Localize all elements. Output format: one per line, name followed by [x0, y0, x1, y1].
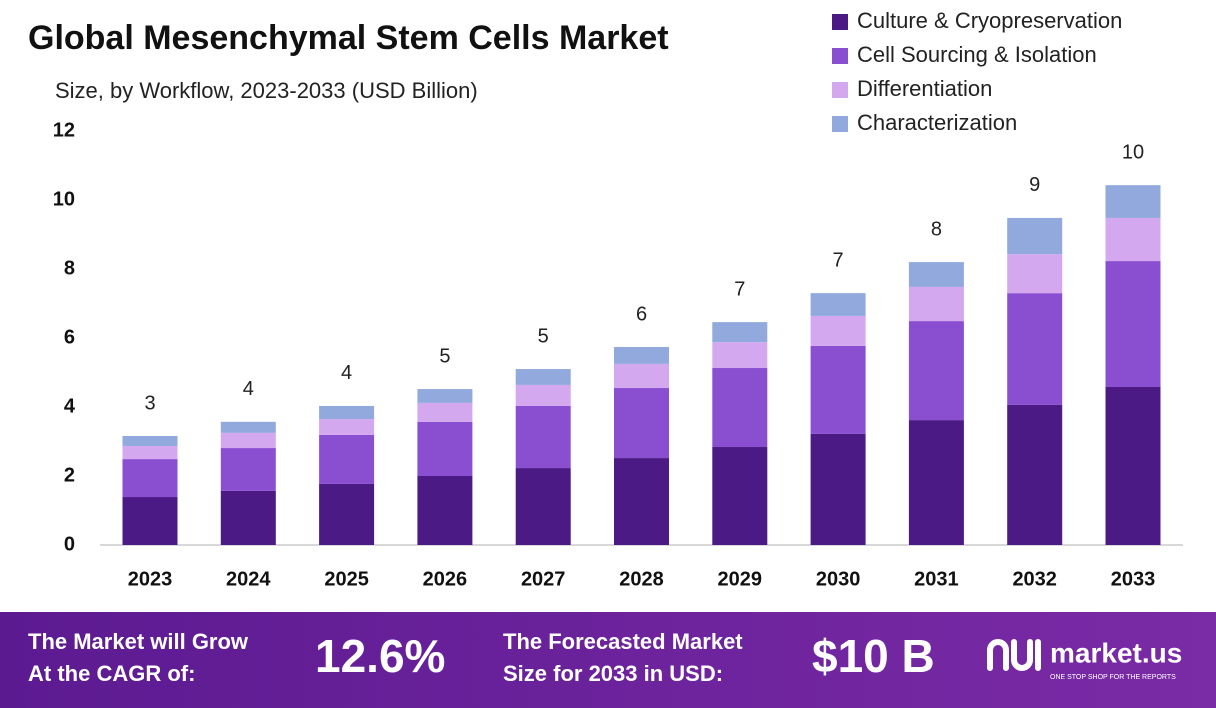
bar-segment — [122, 497, 178, 545]
total-label: 10 — [1122, 141, 1144, 163]
bar-segment — [908, 420, 964, 545]
bar-segment — [1105, 217, 1161, 262]
legend-swatch — [832, 82, 848, 98]
bar-segment — [220, 490, 276, 545]
bar-segment — [417, 421, 473, 476]
bar-segment — [515, 405, 571, 469]
x-tick-label: 2031 — [914, 568, 959, 590]
x-tick-label: 2023 — [128, 568, 173, 590]
bar-segment — [908, 262, 964, 287]
bar-segment — [1007, 293, 1063, 405]
bar-segment — [220, 421, 276, 433]
bar-segment — [614, 458, 669, 545]
cagr-value: 12.6% — [315, 630, 445, 682]
total-label: 4 — [243, 378, 254, 400]
forecast-value: $10 B — [812, 630, 935, 682]
y-tick-label: 6 — [64, 326, 75, 348]
legend-label: Cell Sourcing & Isolation — [857, 42, 1097, 67]
bar-segment — [319, 419, 375, 435]
bar-segment — [908, 286, 964, 322]
chart-title: Global Mesenchymal Stem Cells Market — [28, 19, 669, 57]
bar-segment — [515, 369, 571, 385]
legend-label: Culture & Cryopreservation — [857, 8, 1122, 33]
bar-segment — [319, 483, 375, 545]
total-label: 8 — [931, 218, 942, 240]
bar-segment — [810, 433, 866, 545]
bar-segment — [712, 368, 768, 448]
bar-segment — [712, 322, 768, 343]
bar-segment — [810, 293, 866, 316]
legend-swatch — [832, 48, 848, 64]
x-tick-label: 2033 — [1111, 568, 1156, 590]
brand-logo — [987, 639, 1041, 671]
bar-segment — [810, 315, 866, 346]
y-tick-label: 10 — [53, 188, 75, 210]
y-tick-label: 8 — [64, 257, 75, 279]
bar-segment — [417, 389, 473, 403]
bar-segment — [220, 448, 276, 491]
total-label: 9 — [1029, 174, 1040, 196]
y-tick-label: 0 — [64, 533, 75, 555]
x-tick-label: 2026 — [423, 568, 468, 590]
bar-segment — [319, 405, 375, 420]
bar-segment — [515, 384, 571, 406]
x-tick-label: 2027 — [521, 568, 566, 590]
bar-segment — [319, 434, 375, 484]
x-tick-label: 2025 — [324, 568, 369, 590]
forecast-text: The Forecasted Market — [503, 629, 743, 654]
y-tick-label: 12 — [53, 119, 75, 141]
bar-segment — [515, 468, 571, 545]
bar-segment — [122, 459, 178, 498]
x-tick-label: 2028 — [619, 568, 664, 590]
bar-segment — [1007, 217, 1063, 255]
bar-segment — [614, 346, 669, 364]
y-tick-label: 4 — [64, 395, 76, 417]
x-tick-label: 2024 — [226, 568, 271, 590]
chart-subtitle: Size, by Workflow, 2023-2033 (USD Billio… — [55, 78, 478, 103]
brand-name: market.us — [1050, 637, 1182, 668]
total-label: 6 — [636, 303, 647, 325]
legend-label: Differentiation — [857, 76, 992, 101]
bar-segment — [614, 388, 669, 459]
bar-segment — [810, 345, 866, 434]
bar-segment — [1105, 185, 1161, 218]
bar-segment — [417, 402, 473, 422]
bar-segment — [122, 445, 178, 460]
bar-segment — [1007, 404, 1063, 545]
forecast-text: Size for 2033 in USD: — [503, 661, 723, 686]
total-label: 5 — [439, 345, 450, 367]
y-tick-label: 2 — [64, 464, 75, 486]
legend-swatch — [832, 116, 848, 132]
cagr-text: At the CAGR of: — [28, 661, 195, 686]
x-tick-label: 2029 — [718, 568, 763, 590]
legend-label: Characterization — [857, 110, 1017, 135]
total-label: 7 — [734, 278, 745, 300]
brand-tagline: ONE STOP SHOP FOR THE REPORTS — [1050, 674, 1176, 681]
bar-segment — [712, 447, 768, 545]
bar-segment — [1007, 254, 1063, 294]
bar-segment — [122, 435, 178, 446]
total-label: 5 — [538, 325, 549, 347]
bar-segment — [1105, 261, 1161, 387]
total-label: 4 — [341, 362, 352, 384]
bar-segment — [614, 363, 669, 389]
x-tick-label: 2032 — [1012, 568, 1057, 590]
bar-segment — [908, 321, 964, 421]
bar-segment — [712, 342, 768, 369]
x-tick-label: 2030 — [816, 568, 861, 590]
cagr-text: The Market will Grow — [28, 629, 249, 654]
bar-segment — [1105, 386, 1161, 545]
legend-swatch — [832, 14, 848, 30]
bar-segment — [417, 476, 473, 545]
bar-segment — [220, 432, 276, 449]
total-label: 7 — [833, 249, 844, 271]
total-label: 3 — [144, 392, 155, 414]
